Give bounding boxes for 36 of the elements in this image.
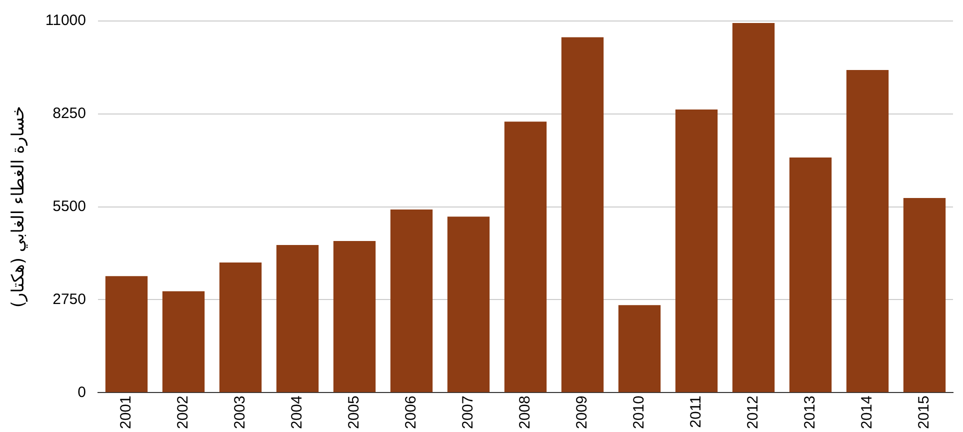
x-tick-label: 2010 xyxy=(630,396,648,430)
bar xyxy=(390,210,433,392)
bar xyxy=(219,262,262,392)
bar xyxy=(561,37,604,392)
x-tick-label: 2005 xyxy=(346,396,363,430)
y-tick-label: 2750 xyxy=(52,290,86,308)
bar xyxy=(276,244,319,392)
bar xyxy=(789,157,832,392)
x-tick-label: 2012 xyxy=(744,396,762,430)
bar xyxy=(732,23,775,392)
bar xyxy=(333,240,376,392)
bar xyxy=(504,122,547,392)
x-tick-label: 2007 xyxy=(460,396,477,430)
bar xyxy=(846,70,889,392)
x-tick-label: 2003 xyxy=(232,396,249,430)
bar xyxy=(675,110,718,392)
bar xyxy=(162,291,205,392)
x-tick-label: 2008 xyxy=(516,396,534,430)
x-tick-label: 2014 xyxy=(858,396,876,430)
x-tick-label: 2004 xyxy=(288,396,306,430)
x-tick-label: 2006 xyxy=(402,396,420,430)
y-tick-label: 11000 xyxy=(45,12,86,30)
bar xyxy=(447,216,490,392)
x-tick-label: 2015 xyxy=(916,396,933,430)
x-tick-label: 2001 xyxy=(118,396,135,430)
x-tick-label: 2013 xyxy=(802,396,819,430)
bar xyxy=(618,305,661,392)
y-axis-title: خسارة الغطاء الغابي (هكتار) xyxy=(8,106,29,308)
y-tick-label: 5500 xyxy=(52,198,86,215)
x-tick-label: 2009 xyxy=(574,396,591,430)
y-tick-label: 8250 xyxy=(52,105,86,122)
bar xyxy=(105,276,148,392)
y-tick-label: 0 xyxy=(78,384,86,401)
x-tick-label: 2002 xyxy=(174,396,192,430)
x-tick-label: 2011 xyxy=(688,396,705,428)
bar xyxy=(903,198,946,392)
